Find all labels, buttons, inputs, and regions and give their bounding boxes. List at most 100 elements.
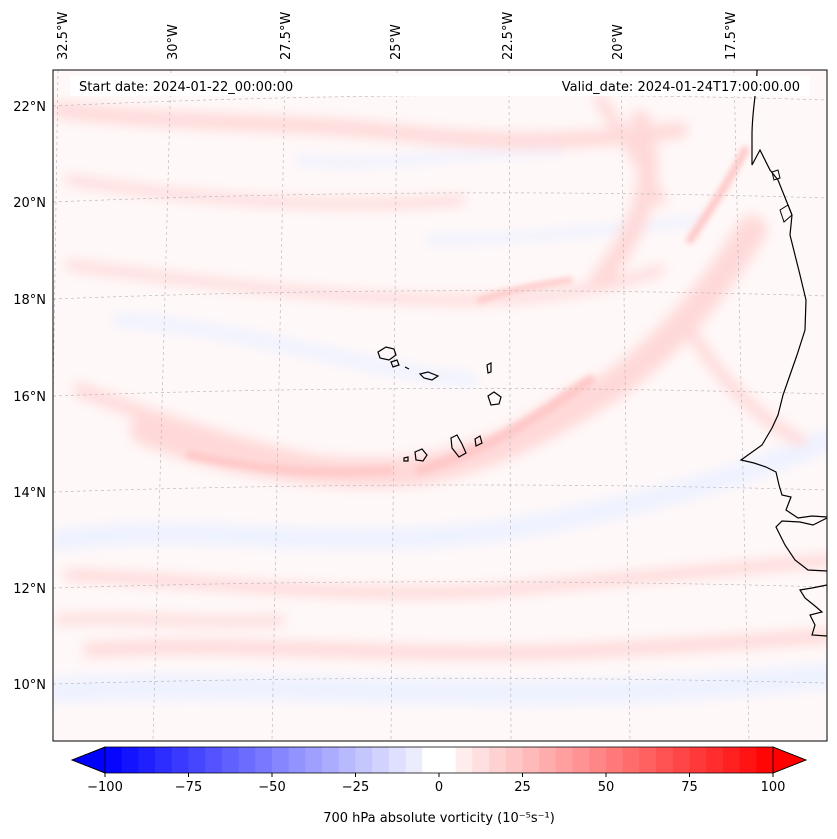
vorticity-field: [53, 70, 827, 741]
colorbar-cell: [322, 747, 340, 773]
colorbar-cell: [305, 747, 323, 773]
colorbar-cell: [722, 747, 740, 773]
colorbar-cell: [138, 747, 156, 773]
island-fogo: [414, 448, 428, 462]
colorbar-extend-min: [70, 746, 106, 774]
positive-band: [65, 260, 665, 306]
colorbar-label: 700 hPa absolute vorticity (10⁻⁵s⁻¹): [323, 811, 555, 826]
colorbar-cell: [622, 747, 640, 773]
colorbar-cell: [756, 747, 774, 773]
positive-band: [130, 215, 767, 488]
colorbar-tick-label: 0: [435, 780, 443, 795]
meridian: [152, 70, 172, 741]
positive-band: [65, 175, 465, 209]
colorbar-cell: [338, 747, 356, 773]
colorbar-cell: [505, 747, 523, 773]
lon-label: 17.5°W: [724, 12, 739, 60]
colorbar-cell: [388, 747, 406, 773]
colorbar-cell: [689, 747, 707, 773]
africa-coastline: [739, 70, 827, 519]
colorbar-cell: [522, 747, 540, 773]
colorbar-cell: [489, 747, 507, 773]
colorbar-cell: [121, 747, 139, 773]
positive-band: [53, 102, 688, 149]
lon-label: 27.5°W: [279, 12, 294, 60]
coastal-island: [779, 204, 793, 223]
island-sal: [486, 362, 492, 374]
lon-label: 32.5°W: [56, 12, 71, 60]
colorbar-tick-label: −50: [258, 780, 285, 795]
map-panel: 32.5°W 30°W 27.5°W 25°W 22.5°W 20°W 17.5…: [13, 12, 828, 742]
colorbar-cell: [405, 747, 423, 773]
colorbar-tick-label: 25: [514, 780, 531, 795]
parallel: [53, 581, 827, 589]
lat-label: 16°N: [13, 390, 46, 405]
positive-core: [415, 375, 595, 475]
lat-label: 14°N: [13, 486, 46, 501]
positive-core: [186, 451, 394, 476]
positive-band: [594, 94, 666, 206]
lat-label: 20°N: [13, 196, 46, 211]
colorbar-tick-label: 75: [681, 780, 698, 795]
colorbar-cell: [572, 747, 590, 773]
colorbar-tick-label: −25: [342, 780, 369, 795]
colorbar-extend-max: [772, 746, 808, 774]
colorbar-cell: [255, 747, 273, 773]
coastal-island: [771, 169, 781, 181]
lon-label: 25°W: [389, 24, 404, 60]
latitude-labels: 22°N 20°N 18°N 16°N 14°N 12°N 10°N: [13, 100, 46, 693]
colorbar-cell: [606, 747, 624, 773]
colorbar-cell: [422, 747, 440, 773]
parallel: [53, 388, 827, 397]
colorbar-cell: [656, 747, 674, 773]
colorbar-cell: [221, 747, 239, 773]
island-sao-nicolau: [418, 371, 440, 381]
colorbar-cell: [439, 747, 457, 773]
colorbar-cell: [539, 747, 557, 773]
colorbar-cell: [238, 747, 256, 773]
colorbar-tick-label: −75: [175, 780, 202, 795]
meridian: [390, 70, 398, 741]
colorbar-tick-label: −100: [87, 780, 123, 795]
africa-coastline: [775, 517, 827, 572]
graticule: [53, 70, 827, 741]
colorbar-cell: [272, 747, 290, 773]
colorbar-cell: [205, 747, 223, 773]
lon-label: 20°W: [611, 24, 626, 60]
lon-label: 30°W: [166, 24, 181, 60]
colorbar-cell: [472, 747, 490, 773]
colorbar-cell: [155, 747, 173, 773]
lon-label: 22.5°W: [501, 12, 516, 60]
meridian: [620, 70, 631, 741]
parallel: [53, 484, 827, 493]
negative-band: [53, 429, 827, 551]
colorbar-cell: [188, 747, 206, 773]
colorbar-ticks: −100 −75 −50 −25 0 25 50 75 100: [87, 773, 785, 795]
colorbar-cell: [355, 747, 373, 773]
lat-label: 22°N: [13, 100, 46, 115]
cape-verde-islands: [377, 346, 502, 462]
colorbar-cell: [639, 747, 657, 773]
colorbar-cell: [372, 747, 390, 773]
island-santa-luzia: [404, 366, 410, 370]
parallel: [53, 192, 827, 203]
island-brava: [403, 456, 409, 462]
island-santo-antao: [377, 346, 397, 361]
map-background: [53, 70, 827, 741]
colorbar-cell: [455, 747, 473, 773]
negative-band: [53, 663, 827, 706]
island-santiago: [450, 434, 467, 458]
colorbar-cell: [739, 747, 757, 773]
negative-band: [113, 313, 477, 387]
africa-coastline: [799, 584, 827, 637]
positive-band: [55, 613, 285, 627]
positive-core: [477, 277, 573, 303]
colorbar-tick-label: 100: [761, 780, 786, 795]
colorbar-cell: [288, 747, 306, 773]
positive-band: [83, 629, 827, 660]
colorbar-cell: [555, 747, 573, 773]
meridian: [508, 70, 512, 741]
colorbar-cell: [105, 747, 123, 773]
negative-band: [295, 145, 565, 168]
